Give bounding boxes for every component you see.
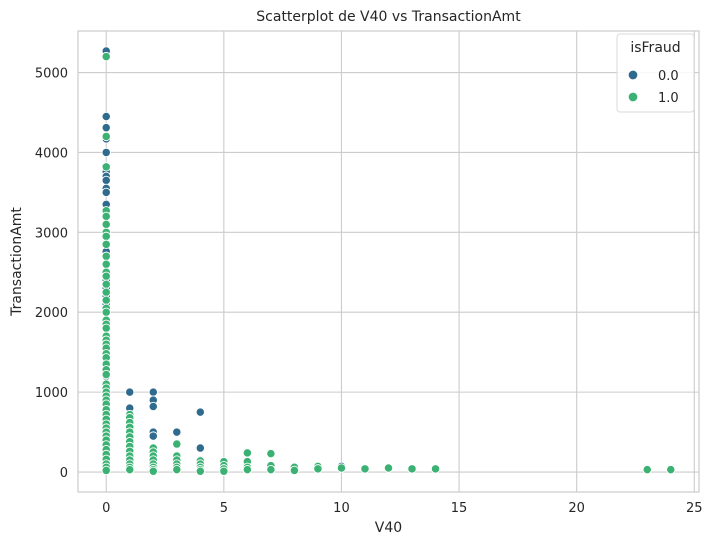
legend-label: 1.0 <box>658 91 679 106</box>
y-tick-label: 3000 <box>35 226 68 241</box>
y-tick-label: 5000 <box>35 67 68 82</box>
data-point-series-1 <box>101 51 111 62</box>
data-point-series-1 <box>101 295 111 305</box>
y-tick-label: 2000 <box>35 306 68 321</box>
data-point-series-1 <box>101 259 111 269</box>
data-point-series-1 <box>101 239 111 249</box>
data-point-series-1 <box>383 463 394 473</box>
data-point-series-1 <box>172 439 182 449</box>
data-points <box>101 46 676 476</box>
x-tick-label: 25 <box>686 501 703 516</box>
data-point-series-0 <box>195 443 205 453</box>
data-point-series-1 <box>219 466 229 476</box>
data-point-series-1 <box>407 464 417 474</box>
plot-frame <box>77 30 700 493</box>
data-point-series-0 <box>195 407 205 417</box>
data-point-series-1 <box>313 464 323 474</box>
legend: isFraud 0.01.0 <box>616 33 695 113</box>
y-tick-label: 0 <box>60 466 68 481</box>
data-point-series-0 <box>172 427 182 437</box>
data-point-series-1 <box>101 271 111 281</box>
data-point-series-0 <box>101 123 111 133</box>
chart-title: Scatterplot de V40 vs TransactionAmt <box>256 9 521 25</box>
data-point-series-1 <box>101 251 111 261</box>
x-tick-label: 5 <box>220 501 228 516</box>
data-point-series-1 <box>101 279 111 289</box>
data-point-series-1 <box>101 162 111 172</box>
y-axis-label: TransactionAmt <box>9 207 25 317</box>
data-point-series-1 <box>666 464 676 475</box>
tick-labels: 0 5 10 15 20 25 0 1000 2000 3000 4000 5000 <box>35 67 703 516</box>
legend-box <box>616 33 695 113</box>
data-point-series-1 <box>101 323 111 333</box>
data-point-series-1 <box>125 464 135 475</box>
x-tick-label: 20 <box>568 501 585 516</box>
data-point-series-0 <box>101 187 111 198</box>
data-point-series-0 <box>125 387 135 397</box>
data-point-series-1 <box>101 211 111 222</box>
data-point-series-1 <box>172 464 182 475</box>
x-tick-label: 10 <box>333 501 350 516</box>
data-point-series-1 <box>101 307 111 317</box>
data-point-series-1 <box>336 463 347 473</box>
data-point-series-1 <box>148 466 158 476</box>
data-point-series-1 <box>642 464 652 475</box>
legend-title: isFraud <box>630 40 680 56</box>
data-point-series-1 <box>266 464 276 475</box>
data-point-series-0 <box>101 111 111 122</box>
data-point-series-0 <box>148 387 158 397</box>
data-point-series-1 <box>430 464 441 474</box>
data-point-series-1 <box>195 466 205 476</box>
y-tick-label: 1000 <box>35 386 68 401</box>
legend-marker <box>627 69 639 81</box>
y-tick-label: 4000 <box>35 146 68 161</box>
data-point-series-1 <box>266 448 276 459</box>
data-point-series-1 <box>360 464 370 474</box>
data-point-series-1 <box>101 131 111 142</box>
data-point-series-1 <box>101 369 111 380</box>
data-point-series-1 <box>101 287 111 297</box>
data-point-series-0 <box>148 401 158 412</box>
data-point-series-1 <box>242 448 253 458</box>
legend-entries: 0.01.0 <box>627 69 679 106</box>
x-axis-label: V40 <box>375 520 402 536</box>
data-point-series-1 <box>242 464 253 475</box>
data-point-series-1 <box>101 231 111 241</box>
data-point-series-1 <box>101 465 111 476</box>
x-tick-label: 0 <box>102 501 110 516</box>
data-point-series-0 <box>101 175 111 186</box>
data-point-series-0 <box>101 147 111 158</box>
x-tick-label: 15 <box>451 501 468 516</box>
data-point-series-1 <box>101 219 111 229</box>
legend-marker <box>627 91 639 103</box>
grid-lines <box>78 31 699 492</box>
legend-label: 0.0 <box>658 69 679 84</box>
data-point-series-0 <box>148 431 158 441</box>
data-point-series-1 <box>289 465 300 476</box>
